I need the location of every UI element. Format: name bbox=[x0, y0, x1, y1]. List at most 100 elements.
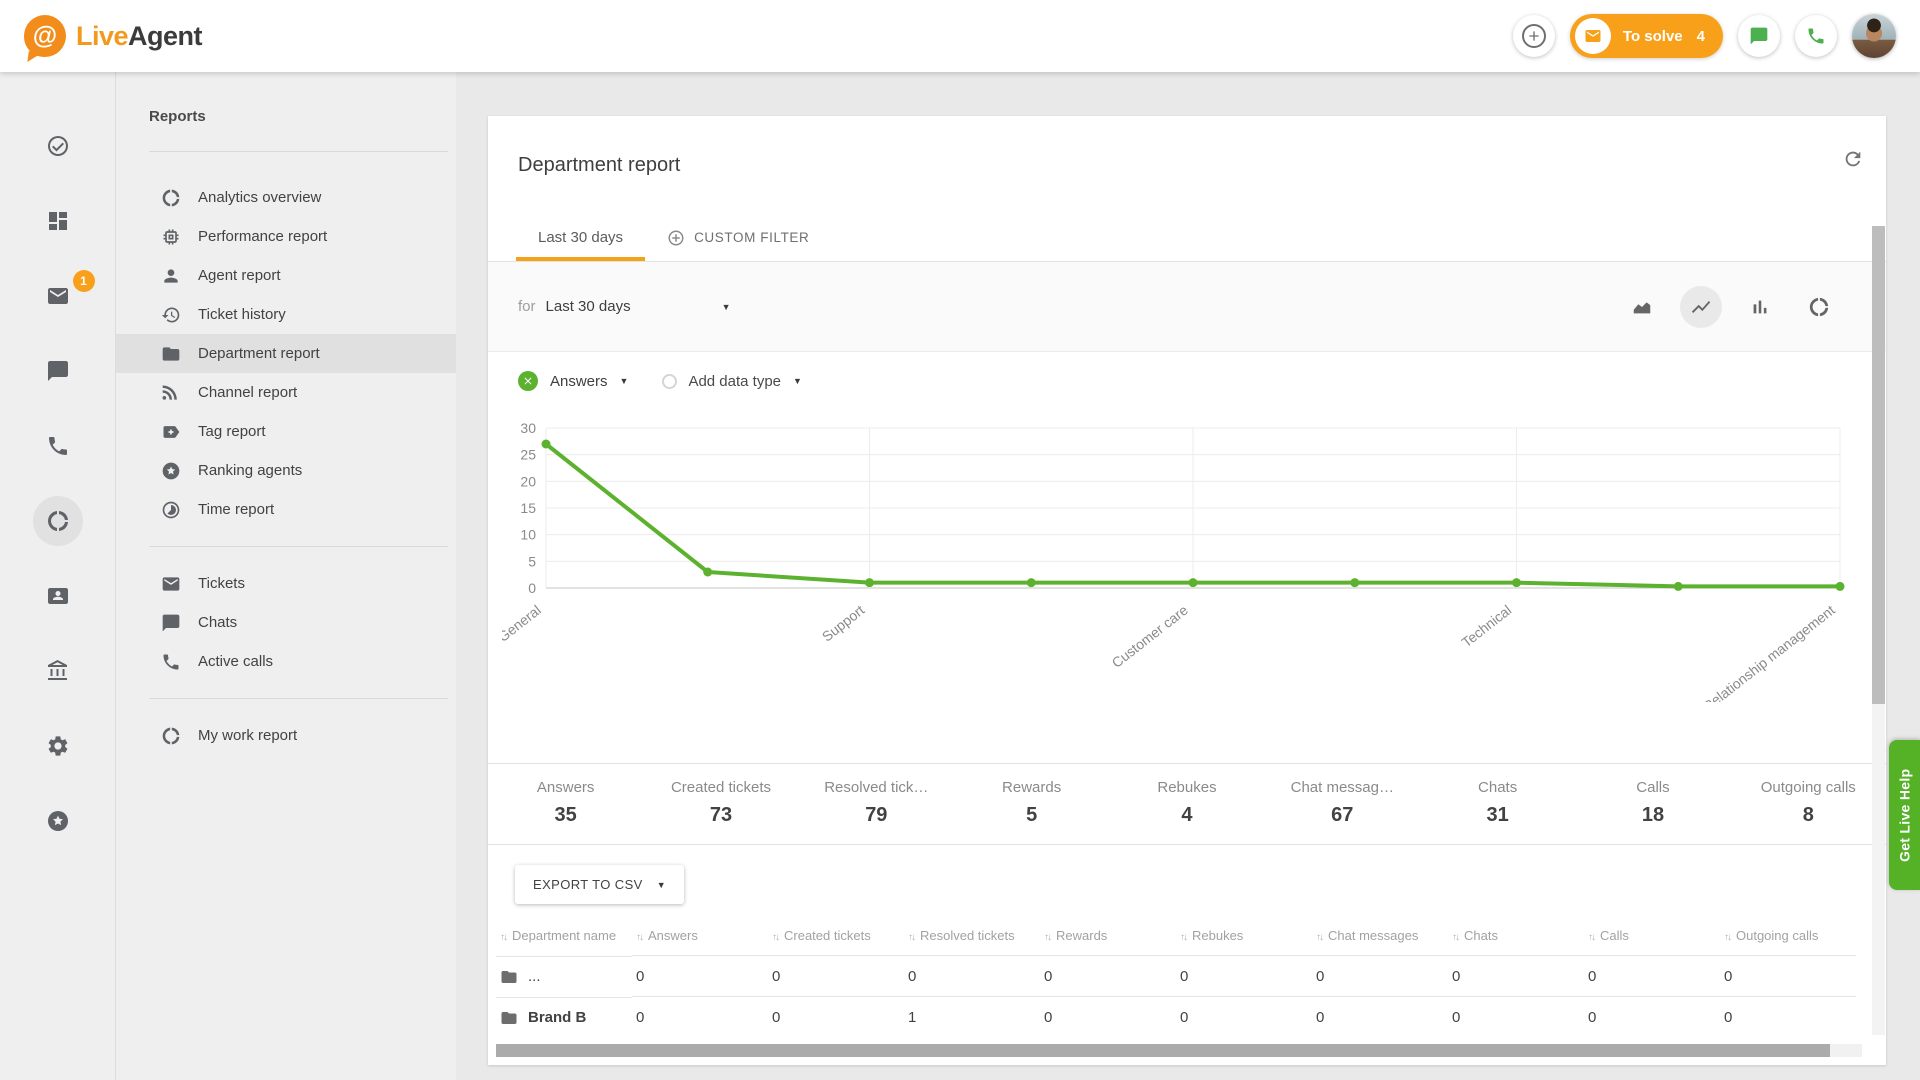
rail-item-customers[interactable] bbox=[33, 558, 83, 633]
chevron-down-icon: ▼ bbox=[793, 376, 802, 386]
sidebar-item-agent-report[interactable]: Agent report bbox=[116, 256, 456, 295]
rail-item-ranking[interactable] bbox=[33, 783, 83, 858]
tab-last-30-days[interactable]: Last 30 days bbox=[516, 214, 646, 261]
bar-chart-button[interactable] bbox=[1739, 286, 1781, 328]
sidebar-item-label: Time report bbox=[198, 501, 275, 518]
rail-item-dashboard[interactable] bbox=[33, 183, 83, 258]
rail-item-tickets[interactable]: 1 bbox=[33, 258, 95, 333]
column-header-answers[interactable]: ↑↓ Answers bbox=[636, 928, 698, 943]
sort-icon[interactable]: ↑↓ bbox=[1316, 932, 1324, 943]
rail-item-reports[interactable] bbox=[32, 483, 83, 558]
sidebar-item-tickets[interactable]: Tickets bbox=[116, 564, 456, 603]
add-button[interactable] bbox=[1512, 15, 1555, 57]
sidebar-item-time-report[interactable]: Time report bbox=[116, 490, 456, 529]
sidebar-item-chats[interactable]: Chats bbox=[116, 603, 456, 642]
refresh-icon[interactable] bbox=[1842, 148, 1864, 170]
add-data-type[interactable]: Add data type ▼ bbox=[662, 373, 802, 390]
scrollbar-thumb[interactable] bbox=[496, 1043, 1830, 1057]
tag-icon bbox=[161, 422, 181, 442]
calls-button[interactable] bbox=[1795, 15, 1837, 57]
table-row-item[interactable]: ... 0 0 0 0 0 0 0 0 0 bbox=[496, 955, 1856, 997]
brand-text: LiveAgent bbox=[76, 20, 203, 51]
stat-value: 18 bbox=[1641, 804, 1665, 826]
sort-icon[interactable]: ↑↓ bbox=[500, 932, 508, 944]
sort-icon[interactable]: ↑↓ bbox=[908, 932, 916, 943]
sidebar-item-tag-report[interactable]: Tag report bbox=[116, 412, 456, 451]
page-title: Department report bbox=[518, 154, 681, 176]
folder-icon bbox=[500, 968, 518, 986]
column-header-calls[interactable]: ↑↓ Calls bbox=[1588, 928, 1629, 943]
export-to-csv-button[interactable]: EXPORT TO CSV ▼ bbox=[515, 865, 685, 904]
chats-button[interactable] bbox=[1738, 15, 1780, 57]
rail-item-settings[interactable] bbox=[33, 708, 83, 783]
sort-icon[interactable]: ↑↓ bbox=[1180, 932, 1188, 943]
sort-icon[interactable]: ↑↓ bbox=[636, 932, 644, 943]
column-header-created-tickets[interactable]: ↑↓ Created tickets bbox=[772, 928, 871, 943]
chevron-down-icon: ▼ bbox=[721, 301, 731, 312]
rail-item-company[interactable] bbox=[33, 633, 83, 708]
column-header-outgoing-calls[interactable]: ↑↓ Outgoing calls bbox=[1724, 928, 1819, 943]
line-chart-button[interactable] bbox=[1680, 285, 1722, 328]
stat-value: 67 bbox=[1331, 804, 1354, 826]
remove-series-icon[interactable] bbox=[518, 371, 538, 391]
sidebar-item-performance-report[interactable]: Performance report bbox=[116, 217, 456, 256]
sidebar-item-label: My work report bbox=[198, 727, 298, 744]
sidebar-item-analytics-overview[interactable]: Analytics overview bbox=[116, 178, 456, 217]
column-header-rebukes[interactable]: ↑↓ Rebukes bbox=[1180, 928, 1244, 943]
area-chart-button[interactable] bbox=[1621, 286, 1663, 328]
sort-icon[interactable]: ↑↓ bbox=[1588, 932, 1596, 943]
donut-chart-button[interactable] bbox=[1798, 286, 1840, 328]
sidebar-item-active-calls[interactable]: Active calls bbox=[116, 642, 456, 681]
sidebar-item-ticket-history[interactable]: Ticket history bbox=[116, 295, 456, 334]
donut-chart-icon bbox=[1808, 296, 1830, 318]
scrollbar-thumb[interactable] bbox=[1872, 226, 1885, 704]
sidebar-item-label: Ticket history bbox=[198, 306, 286, 323]
sort-icon[interactable]: ↑↓ bbox=[1452, 932, 1460, 943]
bar-chart-icon bbox=[1749, 296, 1771, 318]
vertical-scrollbar[interactable] bbox=[1872, 226, 1885, 1035]
column-header-chat-messages[interactable]: ↑↓ Chat messages bbox=[1316, 928, 1419, 943]
liveagent-logo[interactable]: @ LiveAgent bbox=[24, 15, 203, 57]
sort-icon[interactable]: ↑↓ bbox=[1724, 932, 1732, 943]
column-header-chats[interactable]: ↑↓ Chats bbox=[1452, 928, 1498, 943]
sidebar-item-my-work-report[interactable]: My work report bbox=[116, 716, 456, 755]
phone-icon bbox=[46, 434, 70, 458]
rail-item-calls[interactable] bbox=[33, 408, 83, 483]
department-report-card: Department report Last 30 days CUSTOM FI… bbox=[488, 116, 1886, 1065]
folder-icon bbox=[161, 344, 181, 364]
svg-text:10: 10 bbox=[520, 527, 536, 543]
history-icon bbox=[161, 305, 181, 325]
sidebar-item-label: Chats bbox=[198, 614, 238, 631]
sort-icon[interactable]: ↑↓ bbox=[1044, 932, 1052, 943]
sidebar-item-ranking-agents[interactable]: Ranking agents bbox=[116, 451, 456, 490]
donut-icon bbox=[46, 509, 70, 533]
sidebar-item-channel-report[interactable]: Channel report bbox=[116, 373, 456, 412]
department-chart: 0 5 10 15 20 25 30 General Support Customer care T… bbox=[495, 420, 1845, 715]
horizontal-scrollbar[interactable] bbox=[496, 1043, 1878, 1057]
answers-series-chip[interactable]: Answers ▼ bbox=[518, 371, 628, 391]
sort-icon[interactable]: ↑↓ bbox=[772, 932, 780, 943]
rail-item-chats[interactable] bbox=[33, 333, 83, 408]
svg-text:Technical: Technical bbox=[1458, 602, 1514, 651]
to-solve-button[interactable]: To solve 4 bbox=[1569, 14, 1723, 58]
star-circle-icon bbox=[161, 461, 181, 481]
filter-bar: for Last 30 days ▼ bbox=[488, 262, 1886, 352]
column-header-department-name[interactable]: ↑↓ Department name bbox=[500, 928, 617, 944]
table-cell: 0 bbox=[1448, 955, 1584, 997]
date-range-select[interactable]: Last 30 days ▼ bbox=[546, 298, 731, 315]
stat-label: Resolved tick… bbox=[824, 779, 929, 796]
column-header-resolved-tickets[interactable]: ↑↓ Resolved tickets bbox=[908, 928, 1015, 943]
tab-custom-filter[interactable]: CUSTOM FILTER bbox=[645, 214, 831, 261]
table-cell: 0 bbox=[632, 996, 768, 1038]
sidebar-item-department-report[interactable]: Department report bbox=[116, 334, 456, 373]
column-header-rewards[interactable]: ↑↓ Rewards bbox=[1044, 928, 1108, 943]
svg-text:20: 20 bbox=[520, 473, 536, 489]
svg-text:Support: Support bbox=[819, 602, 868, 645]
avatar[interactable] bbox=[1852, 14, 1896, 58]
bank-icon bbox=[46, 659, 70, 683]
table-cell: 0 bbox=[904, 955, 1040, 997]
rail-item-to-solve[interactable] bbox=[33, 108, 83, 183]
stat-value: 73 bbox=[709, 804, 733, 826]
get-live-help-button[interactable]: Get Live Help bbox=[1889, 740, 1920, 890]
